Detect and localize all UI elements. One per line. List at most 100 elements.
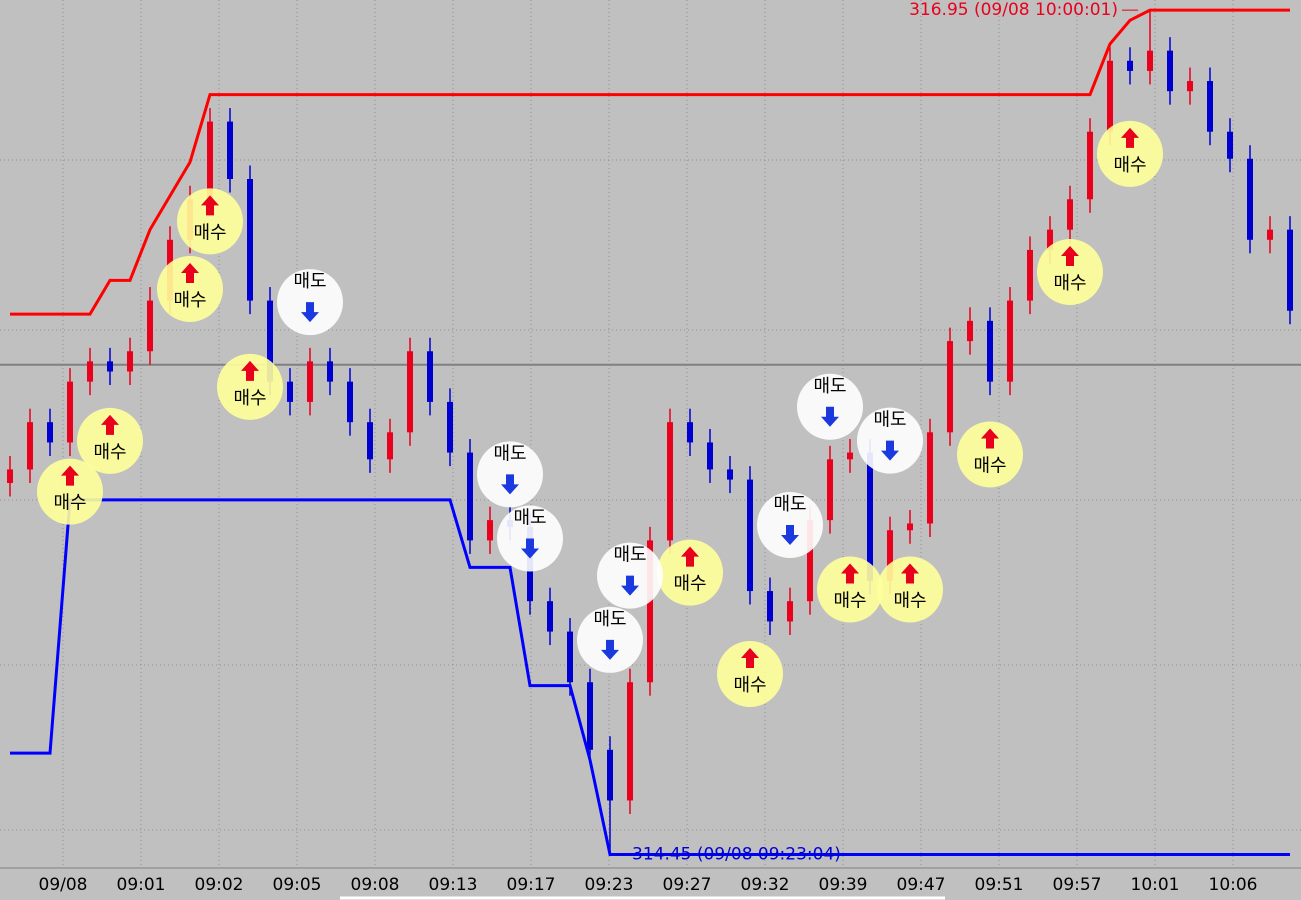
sell-label: 매도 [513,508,546,529]
candle-body [227,121,233,180]
x-tick-label: 09:57 [1053,875,1102,895]
x-tick-label: 09:51 [975,875,1024,895]
candle-body [607,749,613,801]
candle-body [407,351,413,433]
buy-highlight [957,421,1023,488]
buy-highlight [37,458,103,525]
candle-body [87,361,93,382]
candle-body [767,591,773,622]
x-tick-label: 09:39 [819,875,868,895]
buy-highlight [1097,120,1163,187]
plot-area [0,0,1301,868]
sell-label: 매도 [493,443,526,464]
buy-label: 매수 [733,675,766,696]
candle-body [1007,300,1013,382]
x-tick-label: 09:05 [273,875,322,895]
buy-label: 매수 [673,574,706,595]
candle-body [747,479,753,592]
buy-arrow [841,563,859,584]
candle-body [1247,158,1253,240]
buy-highlight [817,556,883,623]
candle-body [667,422,673,541]
buy-label: 매수 [833,591,866,612]
buy-label: 매수 [1113,155,1146,176]
buy-label: 매수 [53,493,86,514]
min-annotation: 314.45 (09/08 09:23:04) [632,844,841,864]
candle-body [367,422,373,460]
buy-arrow [181,262,199,283]
candle-body [927,432,933,524]
candle-body [447,401,453,453]
candle-body [647,540,653,683]
sell-label: 매도 [293,271,326,292]
sell-arrow [521,538,539,559]
candle-body [707,442,713,470]
candle-body [987,320,993,382]
sell-arrow [781,525,799,546]
x-tick-label: 09:47 [897,875,946,895]
candle-body [887,530,893,581]
candle-body [7,469,13,483]
candle-body [147,300,153,352]
sell-label: 매도 [593,609,626,630]
buy-label: 매수 [193,222,226,243]
candle-body [327,361,333,382]
candle-body [287,381,293,402]
buy-highlight [1037,239,1103,306]
candle-body [387,432,393,460]
max-annotation: 316.95 (09/08 10:00:01) [909,0,1118,20]
candle-body [67,381,73,443]
buy-arrow [201,195,219,216]
candle-body [1027,249,1033,301]
buy-label: 매수 [173,290,206,311]
buy-highlight [177,188,243,255]
candle-body [587,682,593,750]
sell-label: 매도 [613,545,646,566]
candle-body [487,520,493,541]
candle-body [1107,60,1113,132]
x-tick-label: 09:02 [195,875,244,895]
buy-arrow [741,647,759,668]
candle-body [347,381,353,423]
candle-body [47,422,53,443]
candle-body [1127,60,1133,71]
buy-label: 매수 [973,455,1006,476]
buy-arrow [1121,127,1139,148]
candle-body [947,341,953,433]
buy-arrow [681,546,699,567]
candle-body [1147,50,1153,71]
buy-label: 매수 [893,591,926,612]
sell-label: 매도 [873,410,906,431]
sell-label: 매도 [813,376,846,397]
x-tick-label: 09/08 [39,875,88,895]
x-tick-label: 09:23 [585,875,634,895]
sell-arrow [621,575,639,596]
buy-arrow [241,360,259,381]
candle-body [1207,81,1213,132]
candle-body [127,351,133,372]
candle-body [1087,131,1093,200]
buy-highlight [157,255,223,322]
x-tick-label: 10:06 [1209,875,1258,895]
candle-body [967,320,973,342]
candle-body [247,179,253,301]
buy-highlight [77,407,143,474]
buy-arrow [901,563,919,584]
buy-label: 매수 [93,442,126,463]
candle-body [267,300,273,382]
candle-body [547,601,553,632]
x-tick-label: 09:17 [507,875,556,895]
candle-body [807,520,813,602]
candle-body [847,452,853,460]
candle-body [627,682,633,801]
candle-body [207,121,213,200]
buy-label: 매수 [233,388,266,409]
x-tick-label: 09:01 [117,875,166,895]
buy-highlight [657,539,723,606]
x-tick-label: 09:08 [351,875,400,895]
candle-body [1187,81,1193,92]
buy-highlight [877,556,943,623]
candle-body [727,469,733,480]
candle-body [787,601,793,622]
